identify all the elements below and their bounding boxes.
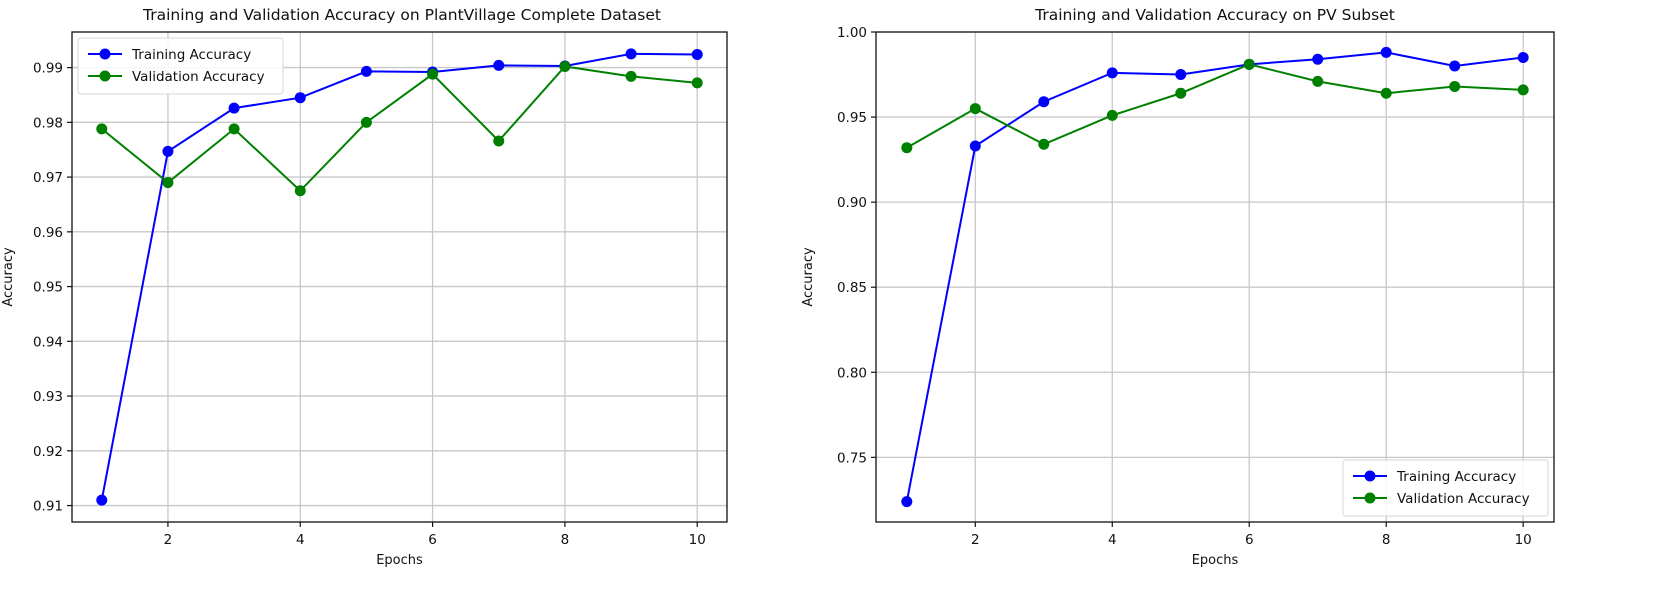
data-point xyxy=(162,145,174,157)
x-tick-label: 6 xyxy=(428,532,437,548)
x-tick-label: 10 xyxy=(689,532,706,548)
data-point xyxy=(1312,53,1324,65)
legend: Training Accuracy Validation Accuracy xyxy=(1342,459,1549,517)
data-point xyxy=(1243,58,1255,70)
data-point xyxy=(1380,87,1392,99)
chart-pv-subset: Training and Validation Accuracy on PV S… xyxy=(800,0,1654,603)
data-point xyxy=(1038,138,1050,150)
data-point xyxy=(360,116,372,128)
data-point xyxy=(1106,109,1118,121)
data-point xyxy=(969,140,981,152)
data-point xyxy=(493,59,505,71)
legend-label: Training Accuracy xyxy=(131,47,251,63)
legend-marker-icon xyxy=(1364,492,1376,504)
plot-frame xyxy=(875,31,1555,523)
x-tick-label: 4 xyxy=(1108,532,1117,548)
y-tick-label: 0.94 xyxy=(33,334,63,350)
data-point xyxy=(427,68,439,80)
data-point xyxy=(969,103,981,115)
data-point xyxy=(1175,69,1187,81)
y-tick-label: 1.00 xyxy=(837,25,867,41)
y-axis-label: Accuracy xyxy=(801,247,816,307)
data-point xyxy=(493,135,505,147)
legend-label: Training Accuracy xyxy=(1396,469,1516,485)
data-point xyxy=(1449,80,1461,92)
data-point xyxy=(901,142,913,154)
y-tick-label: 0.97 xyxy=(33,170,63,186)
legend: Training Accuracy Validation Accuracy xyxy=(77,37,284,95)
data-point xyxy=(625,70,637,82)
y-tick-label: 0.96 xyxy=(33,225,63,241)
data-point xyxy=(228,123,240,135)
legend-label: Validation Accuracy xyxy=(132,69,265,85)
series-validation-accuracy xyxy=(901,58,1529,154)
data-point xyxy=(360,65,372,77)
data-point xyxy=(1106,67,1118,79)
data-point xyxy=(559,60,571,72)
data-point xyxy=(1038,96,1050,108)
data-point xyxy=(901,496,913,508)
x-tick-label: 2 xyxy=(971,532,980,548)
data-point xyxy=(625,48,637,60)
data-point xyxy=(1517,84,1529,96)
series-training-accuracy xyxy=(901,46,1529,508)
chart-svg: Training and Validation Accuracy on PV S… xyxy=(801,6,1555,568)
y-tick-label: 0.80 xyxy=(837,365,867,381)
x-tick-label: 6 xyxy=(1245,532,1254,548)
data-point xyxy=(96,123,108,135)
y-tick-label: 0.92 xyxy=(33,444,63,460)
series-training-accuracy xyxy=(96,48,703,506)
x-tick-label: 2 xyxy=(164,532,173,548)
x-axis-label: Epochs xyxy=(1192,553,1239,568)
chart-title: Training and Validation Accuracy on PV S… xyxy=(1034,6,1395,24)
x-axis-label: Epochs xyxy=(376,553,423,568)
y-tick-label: 0.91 xyxy=(33,499,63,515)
data-point xyxy=(691,77,703,89)
chart-plantvillage-complete: Training and Validation Accuracy on Plan… xyxy=(0,0,800,603)
legend-marker-icon xyxy=(99,70,111,82)
data-point xyxy=(1312,75,1324,87)
data-point xyxy=(1380,46,1392,58)
y-axis-label: Accuracy xyxy=(1,247,16,307)
x-tick-label: 4 xyxy=(296,532,305,548)
y-tick-label: 0.98 xyxy=(33,115,63,131)
y-tick-label: 0.95 xyxy=(837,110,867,126)
data-point xyxy=(228,102,240,114)
y-tick-label: 0.75 xyxy=(837,450,867,466)
legend-label: Validation Accuracy xyxy=(1397,491,1530,507)
x-tick-label: 10 xyxy=(1515,532,1532,548)
x-tick-label: 8 xyxy=(561,532,570,548)
legend-marker-icon xyxy=(1364,470,1376,482)
chart-title: Training and Validation Accuracy on Plan… xyxy=(142,6,661,24)
data-point xyxy=(691,48,703,60)
data-point xyxy=(162,177,174,189)
legend-marker-icon xyxy=(99,48,111,60)
y-tick-label: 0.99 xyxy=(33,61,63,77)
y-tick-label: 0.90 xyxy=(837,195,867,211)
y-tick-label: 0.95 xyxy=(33,280,63,296)
plot-frame xyxy=(71,31,728,523)
data-point xyxy=(96,494,108,506)
data-point xyxy=(1449,60,1461,72)
data-point xyxy=(1175,87,1187,99)
x-tick-label: 8 xyxy=(1382,532,1391,548)
data-point xyxy=(1517,52,1529,64)
y-tick-label: 0.93 xyxy=(33,389,63,405)
grid-lines xyxy=(72,32,727,522)
chart-svg: Training and Validation Accuracy on Plan… xyxy=(1,6,728,568)
series-validation-accuracy xyxy=(96,60,703,197)
y-tick-label: 0.85 xyxy=(837,280,867,296)
data-point xyxy=(294,92,306,104)
data-point xyxy=(294,185,306,197)
